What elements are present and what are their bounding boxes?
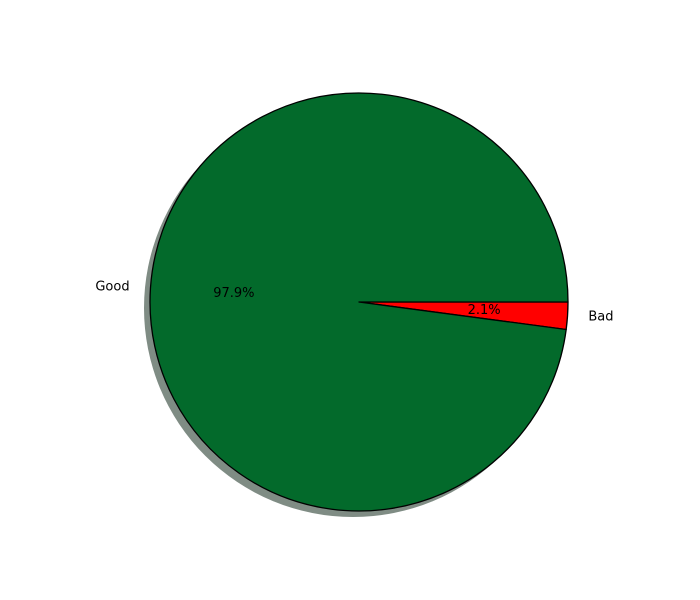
pct-label-bad: 2.1% <box>468 303 501 318</box>
pie-labels: Bad 2.1% Good 97.9% <box>95 279 613 324</box>
pie-slice-good <box>149 92 569 512</box>
pie-slices <box>149 92 569 512</box>
pct-label-good: 97.9% <box>213 286 254 301</box>
slice-label-bad: Bad <box>588 310 613 325</box>
slice-label-good: Good <box>95 279 129 294</box>
